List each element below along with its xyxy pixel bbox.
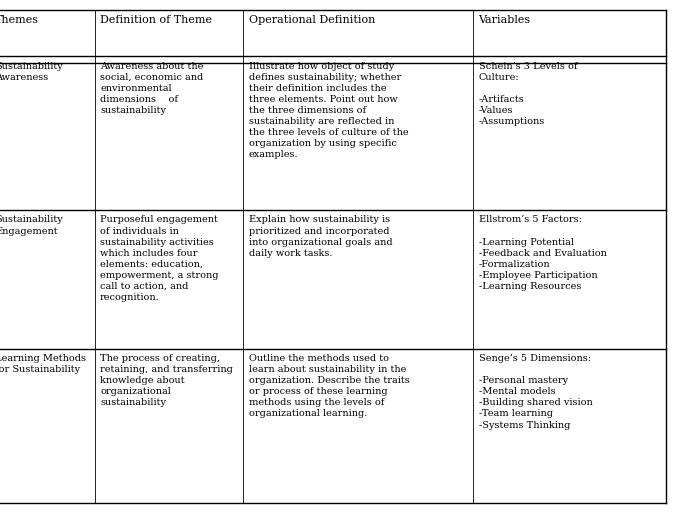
Text: Definition of Theme: Definition of Theme: [100, 15, 212, 25]
Text: Variables: Variables: [479, 15, 531, 25]
Text: Senge’s 5 Dimensions:

-Personal mastery
-Mental models
-Building shared vision
: Senge’s 5 Dimensions: -Personal mastery …: [479, 354, 592, 429]
Text: Operational Definition: Operational Definition: [249, 15, 375, 25]
Text: Ellstrom’s 5 Factors:

-Learning Potential
-Feedback and Evaluation
-Formalizati: Ellstrom’s 5 Factors: -Learning Potentia…: [479, 215, 606, 291]
Text: Themes: Themes: [0, 15, 39, 25]
Text: Sustainability
Engagement: Sustainability Engagement: [0, 215, 63, 235]
Text: Learning Methods
for Sustainability: Learning Methods for Sustainability: [0, 354, 87, 374]
Text: Explain how sustainability is
prioritized and incorporated
into organizational g: Explain how sustainability is prioritize…: [249, 215, 392, 258]
Text: The process of creating,
retaining, and transferring
knowledge about
organizatio: The process of creating, retaining, and …: [100, 354, 233, 407]
Text: Awareness about the
social, economic and
environmental
dimensions    of
sustaina: Awareness about the social, economic and…: [100, 62, 203, 115]
Text: Purposeful engagement
of individuals in
sustainability activities
which includes: Purposeful engagement of individuals in …: [100, 215, 218, 302]
Text: Illustrate how object of study
defines sustainability; whether
their definition : Illustrate how object of study defines s…: [249, 62, 408, 160]
Text: Outline the methods used to
learn about sustainability in the
organization. Desc: Outline the methods used to learn about …: [249, 354, 410, 419]
Text: Schein’s 3 Levels of
Culture:

-Artifacts
-Values
-Assumptions: Schein’s 3 Levels of Culture: -Artifacts…: [479, 62, 577, 126]
Text: Sustainability
Awareness: Sustainability Awareness: [0, 62, 63, 82]
